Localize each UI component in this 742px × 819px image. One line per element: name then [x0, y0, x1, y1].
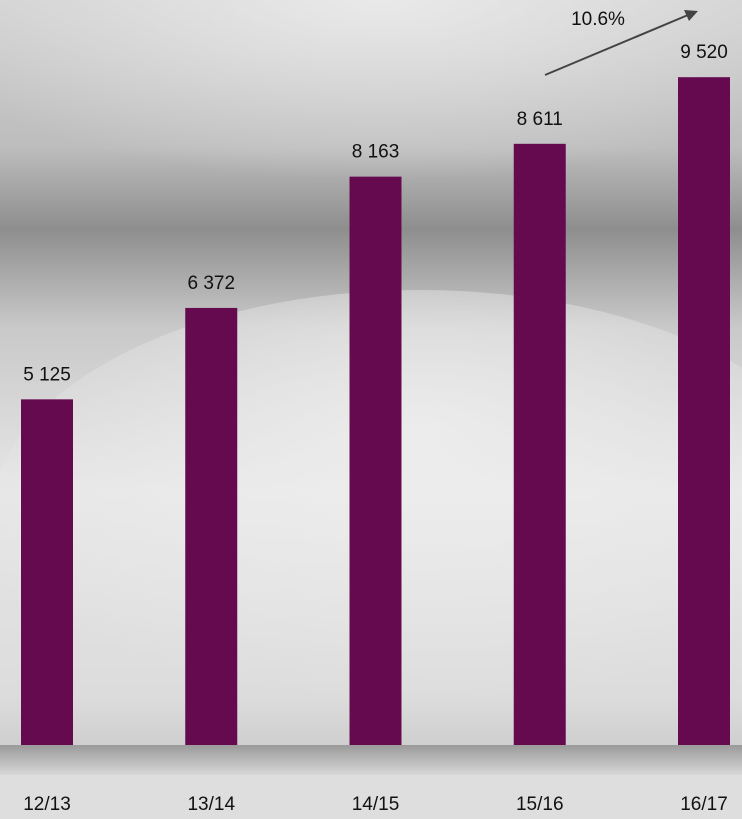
x-tick-label: 13/14 [187, 794, 235, 815]
bar [21, 399, 73, 745]
value-label: 5 125 [23, 364, 71, 385]
value-label: 8 611 [517, 109, 563, 130]
x-tick-label: 16/17 [680, 794, 728, 815]
x-tick-label: 12/13 [23, 794, 71, 815]
value-label: 9 520 [680, 42, 728, 63]
value-label: 8 163 [352, 142, 400, 163]
bar [185, 307, 238, 745]
x-tick-label: 14/15 [352, 794, 400, 815]
bar [678, 77, 730, 745]
annotation: 10.6% [571, 9, 625, 30]
label-band [0, 775, 742, 819]
arrow-head [684, 10, 698, 21]
x-tick-label: 15/16 [516, 794, 564, 815]
bar [513, 143, 566, 745]
bar [349, 176, 402, 745]
trend-arrow [544, 14, 689, 76]
value-label: 6 372 [187, 273, 235, 294]
axis-strip [0, 745, 742, 775]
